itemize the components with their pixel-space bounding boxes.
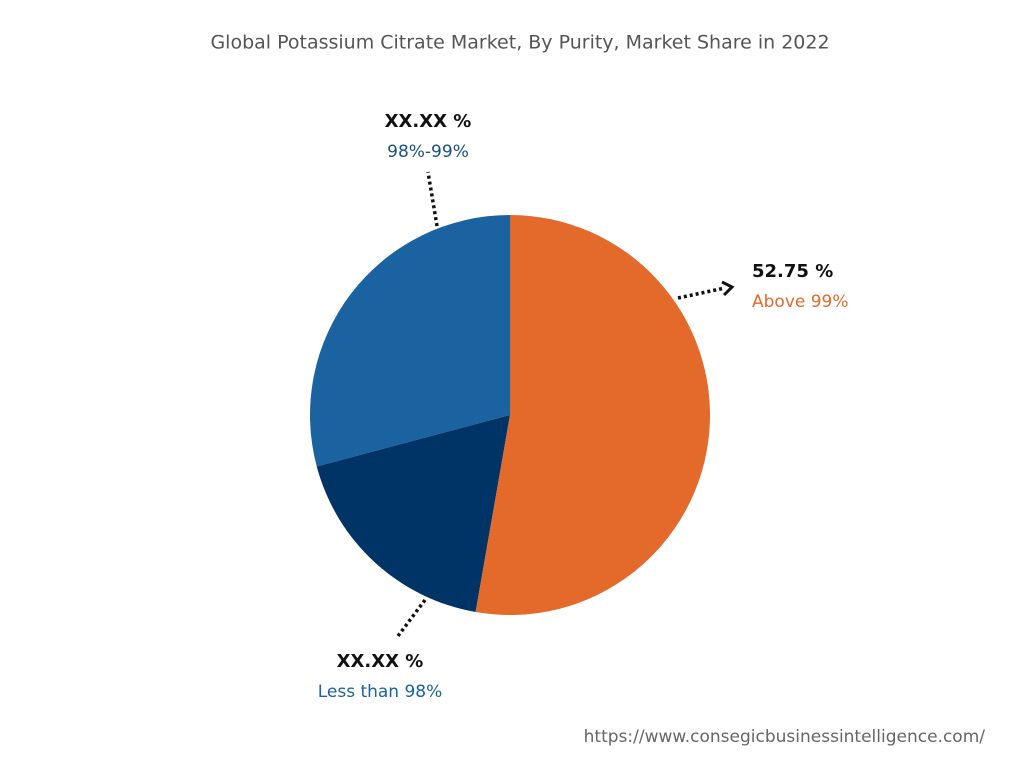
value-label: 52.75 %: [752, 261, 833, 282]
category-label: Less than 98%: [318, 682, 443, 702]
value-label: XX.XX %: [385, 111, 472, 132]
chart-title: Global Potassium Citrate Market, By Puri…: [210, 32, 829, 54]
value-label: XX.XX %: [337, 651, 424, 672]
leader-line: [396, 598, 427, 638]
pie-slice: [316, 415, 510, 613]
leader-line: [426, 171, 439, 227]
source-url: https://www.consegicbusinessintelligence…: [584, 727, 986, 747]
category-label: 98%-99%: [387, 142, 469, 162]
pie-slice: [475, 214, 711, 615]
category-label: Above 99%: [752, 292, 849, 312]
leader-line: [677, 286, 726, 300]
arrow-head: [721, 280, 735, 297]
pie-slice: [310, 215, 510, 467]
